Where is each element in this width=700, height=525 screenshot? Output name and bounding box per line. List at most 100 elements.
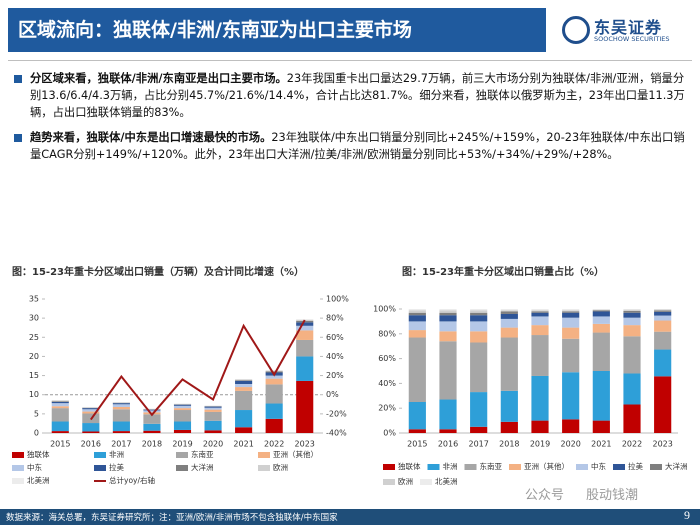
bar-segment xyxy=(82,423,100,432)
bar-segment xyxy=(439,310,457,313)
x-tick-label: 2023 xyxy=(652,440,672,449)
y-tick-label: 0 xyxy=(34,429,39,438)
x-tick-label: 2018 xyxy=(142,440,162,449)
page-number: 9 xyxy=(684,508,690,522)
bar-segment xyxy=(500,318,518,328)
bar-segment xyxy=(143,423,161,431)
bar-segment xyxy=(623,310,641,313)
watermark: 公众号 股动钱潮 xyxy=(525,484,660,503)
bar-segment xyxy=(470,321,488,332)
bar-segment xyxy=(500,310,518,312)
legend-label: 北美洲 xyxy=(27,475,50,485)
legend-label: 欧洲 xyxy=(273,462,288,472)
x-tick-label: 2022 xyxy=(622,440,642,449)
header-title: 区域流向：独联体/非洲/东南亚为出口主要市场 xyxy=(8,8,546,52)
bar-segment xyxy=(51,431,69,433)
bar-segment xyxy=(439,321,457,332)
bar-segment xyxy=(408,315,426,322)
bar-segment xyxy=(654,310,672,312)
watermark-text: 公众号 xyxy=(525,488,565,503)
legend-label: 拉美 xyxy=(109,462,124,472)
bar-segment xyxy=(470,309,488,311)
y2-tick-label: -40% xyxy=(326,429,347,438)
bar-segment xyxy=(470,426,488,433)
legend-swatch xyxy=(427,464,440,470)
legend-swatch xyxy=(94,465,106,471)
bar-segment xyxy=(470,331,488,343)
bar-segment xyxy=(296,325,314,331)
chart-title: 图：15-23年重卡分区域出口销量占比（%） xyxy=(402,265,604,278)
source-note: 数据来源：海关总署，东吴证券研究所；注：亚洲/欧洲/非洲市场不包含独联体/中东国… xyxy=(6,513,338,523)
legend-label: 亚洲（其他） xyxy=(524,461,569,471)
bar-segment xyxy=(470,342,488,393)
y-tick-label: 20% xyxy=(378,404,396,413)
legend-label: 东南亚 xyxy=(480,461,503,471)
bar-segment xyxy=(439,309,457,311)
x-tick-label: 2021 xyxy=(591,440,611,449)
bar-segment xyxy=(265,370,283,372)
legend-swatch xyxy=(12,452,24,458)
legend-swatch xyxy=(12,478,24,484)
legend-label: 欧洲 xyxy=(398,476,413,486)
bullet-lead: 趋势来看，独联体/中东是出口增速最快的市场。 xyxy=(30,131,272,144)
bar-segment xyxy=(562,327,580,339)
bar-segment xyxy=(592,311,610,317)
x-tick-label: 2021 xyxy=(233,440,253,449)
y-tick-label: 40% xyxy=(378,379,396,388)
bar-segment xyxy=(500,311,518,314)
bar-segment xyxy=(592,332,610,371)
bar-segment xyxy=(82,431,100,433)
bar-segment xyxy=(173,421,192,430)
legend-swatch xyxy=(258,465,270,471)
legend-swatch xyxy=(176,465,188,471)
legend-label: 总计yoy/右轴 xyxy=(109,475,155,485)
bar-segment xyxy=(592,309,610,311)
bar-segment xyxy=(408,312,426,316)
bar-segment xyxy=(51,421,69,432)
bar-segment xyxy=(531,311,549,313)
legend-swatch xyxy=(12,465,24,471)
y2-tick-label: 0% xyxy=(326,390,339,399)
bar-segment xyxy=(623,309,641,310)
legend-swatch xyxy=(650,464,662,470)
watermark-text: 股动钱潮 xyxy=(586,488,639,503)
bar-segment xyxy=(500,327,518,338)
bar-segment xyxy=(592,316,610,324)
legend-label: 大洋洲 xyxy=(191,462,214,472)
bar-segment xyxy=(470,392,488,427)
bar-segment xyxy=(265,375,283,379)
y-tick-label: 100% xyxy=(373,305,396,314)
logo-icon xyxy=(562,16,590,44)
bar-segment xyxy=(235,383,253,388)
bar-segment xyxy=(531,309,549,311)
x-tick-label: 2016 xyxy=(81,440,101,449)
bar-segment xyxy=(143,410,161,413)
bar-segment xyxy=(82,411,100,414)
y-tick-label: 5 xyxy=(34,409,39,418)
logo-name: 东吴证券 xyxy=(594,18,663,37)
bar-segment xyxy=(235,380,253,381)
bar-segment xyxy=(470,310,488,313)
bar-segment xyxy=(439,312,457,316)
bar-segment xyxy=(531,312,549,317)
bar-segment xyxy=(173,410,192,422)
bar-segment xyxy=(296,339,314,357)
bar-segment xyxy=(439,341,457,400)
bar-segment xyxy=(173,408,192,411)
bar-segment xyxy=(408,321,426,331)
y2-tick-label: -20% xyxy=(326,409,347,418)
bar-segment xyxy=(439,331,457,342)
bar-segment xyxy=(654,376,672,433)
legend-label: 非洲 xyxy=(443,461,458,471)
bar-segment xyxy=(235,380,253,384)
legend-label: 北美洲 xyxy=(435,476,458,486)
legend-label: 中东 xyxy=(27,462,42,472)
y-tick-label: 15 xyxy=(29,371,39,380)
y-tick-label: 10 xyxy=(29,390,39,399)
bar-segment xyxy=(235,410,253,428)
bar-segment xyxy=(112,421,130,432)
y-tick-label: 0% xyxy=(383,429,396,438)
bar-segment xyxy=(408,310,426,313)
y-tick-label: 80% xyxy=(378,329,396,338)
legend-swatch xyxy=(383,479,395,485)
